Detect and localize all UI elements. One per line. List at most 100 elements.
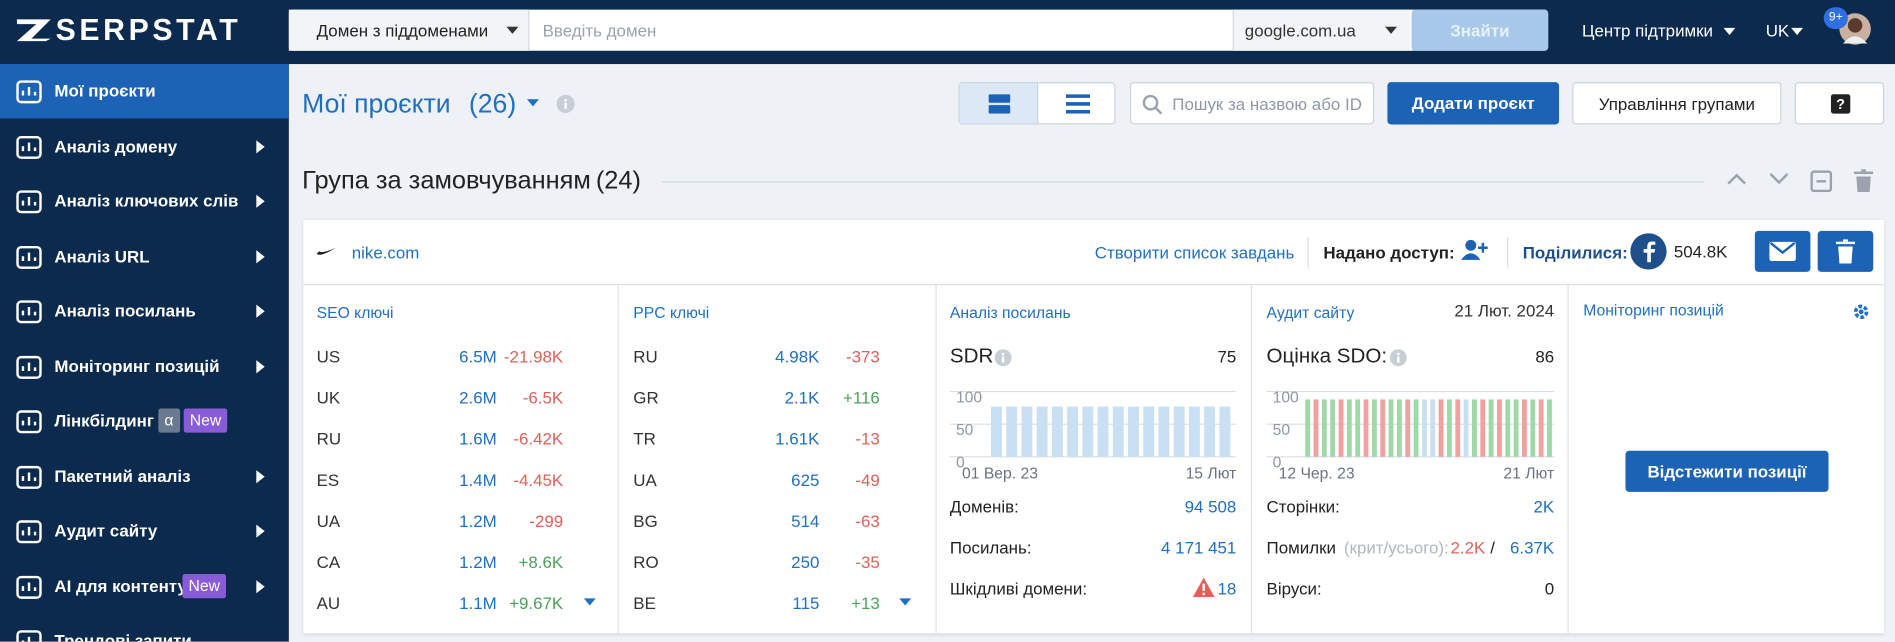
keyword-count[interactable]: 1.61K: [775, 429, 820, 449]
create-tasks-link[interactable]: Створити список завдань: [1094, 242, 1295, 263]
column-title[interactable]: Аудит сайту: [1266, 303, 1355, 322]
column-title[interactable]: SEO ключі: [316, 303, 394, 322]
delete-group[interactable]: [1853, 169, 1874, 193]
keyword-count[interactable]: 1.2M: [459, 552, 497, 572]
sep: [1307, 236, 1309, 269]
keyword-count[interactable]: 625: [791, 470, 820, 490]
keyword-delta: +116: [842, 387, 880, 408]
bar: [1530, 399, 1536, 457]
project-search[interactable]: Пошук за назвою або ID: [1129, 82, 1375, 125]
group-title: Група за замовчуванням: [302, 166, 591, 195]
sidebar-item[interactable]: AI для контенту New: [0, 559, 289, 613]
sidebar-arrow: [256, 304, 265, 318]
share-access[interactable]: [1461, 238, 1490, 262]
keyword-delta: -299: [529, 511, 564, 531]
sidebar-arrow: [256, 579, 265, 593]
bar: [1446, 399, 1452, 457]
cards-icon: [988, 94, 1011, 114]
country: CA: [316, 552, 341, 572]
delete-project-button[interactable]: [1817, 230, 1874, 272]
collapse-up[interactable]: [1727, 173, 1747, 185]
column-title[interactable]: Аналіз посилань: [949, 303, 1071, 322]
errors-critical[interactable]: 2.2K: [1450, 537, 1486, 558]
sidebar-item[interactable]: Аналіз ключових слів: [0, 174, 289, 228]
keyword-delta: -21.98K: [503, 346, 564, 367]
sidebar-label: Аналіз URL: [54, 245, 150, 266]
keyword-count[interactable]: 250: [791, 552, 820, 572]
keyword-delta: -6.5K: [522, 387, 564, 408]
keyword-count[interactable]: 4.98K: [775, 346, 820, 367]
keyword-count[interactable]: 115: [792, 593, 820, 613]
search-button[interactable]: Знайти: [1411, 9, 1549, 51]
bar: [1067, 406, 1079, 457]
track-positions-button[interactable]: Відстежити позиції: [1625, 450, 1829, 492]
collapse-down[interactable]: [1769, 173, 1789, 185]
keyword-delta: -49: [855, 470, 880, 490]
sidebar-label: Трендові запити: [54, 630, 192, 642]
stat-value[interactable]: 18: [1217, 578, 1237, 599]
sidebar-icon: [16, 80, 42, 104]
keyword-count[interactable]: 1.1M: [459, 593, 497, 613]
sidebar-item[interactable]: Моніторинг позицій: [0, 339, 289, 393]
email-button[interactable]: [1754, 230, 1811, 272]
keyword-count[interactable]: 1.4M: [459, 470, 497, 490]
errors-total[interactable]: 6.37K: [1509, 537, 1555, 558]
y-tick-label: 50: [1273, 422, 1291, 439]
view-cards[interactable]: [959, 83, 1039, 124]
stat-label: Посилань:: [949, 537, 1032, 558]
sidebar-item[interactable]: Аудит сайту: [0, 504, 289, 558]
sidebar-item[interactable]: Аналіз домену: [0, 119, 289, 173]
notification-badge[interactable]: 9+: [1823, 7, 1848, 30]
sidebar-item[interactable]: Лінкбілдинг α New: [0, 394, 289, 448]
keyword-delta: -35: [855, 552, 880, 572]
bar: [1346, 399, 1352, 457]
keyword-delta: -4.45K: [513, 470, 564, 490]
keyword-count[interactable]: 514: [791, 511, 820, 531]
sidebar-item[interactable]: Мої проєкти: [0, 64, 289, 119]
sidebar-icon: [16, 520, 42, 544]
stat-value[interactable]: 2K: [1533, 496, 1555, 517]
search-mode[interactable]: Домен з піддоменами: [288, 9, 530, 51]
bar: [1158, 406, 1170, 457]
keyword-count[interactable]: 2.6M: [459, 387, 497, 408]
bar: [1219, 406, 1231, 457]
language-menu[interactable]: UK: [1765, 20, 1790, 40]
bar: [1421, 399, 1427, 457]
stat-value[interactable]: 4 171 451: [1161, 537, 1237, 558]
stat-hint: (крит/усього):: [1343, 537, 1449, 558]
info-icon: [556, 94, 575, 113]
stat-label: Шкідливі домени:: [949, 578, 1088, 599]
y-tick-label: 100: [1273, 389, 1299, 406]
bar: [1188, 406, 1200, 457]
bar: [1305, 399, 1311, 457]
groups-button[interactable]: Управління групами: [1572, 82, 1782, 125]
keyword-count[interactable]: 1.2M: [459, 511, 497, 531]
sidebar-item[interactable]: Трендові запити: [0, 614, 289, 642]
keyword-count[interactable]: 6.5M: [459, 346, 497, 367]
column-title[interactable]: PPC ключі: [633, 303, 710, 322]
y-tick-label: 100: [956, 389, 982, 406]
stat-value[interactable]: 94 508: [1184, 496, 1237, 517]
sidebar-item[interactable]: Аналіз посилань: [0, 284, 289, 338]
settings-icon[interactable]: [1853, 303, 1870, 320]
search-bar: Домен з піддоменами Введіть домен google.c…: [288, 9, 1549, 51]
sidebar-label: Пакетний аналіз: [54, 465, 191, 486]
keyword-count[interactable]: 2.1K: [784, 387, 820, 408]
logo-mark: [16, 19, 51, 42]
support-menu[interactable]: Центр підтримки: [1581, 20, 1714, 40]
keyword-count[interactable]: 1.6M: [459, 429, 497, 449]
stat-label: Помилки: [1266, 537, 1336, 558]
column-divider: [1250, 284, 1253, 634]
sidebar-item[interactable]: Пакетний аналіз: [0, 449, 289, 503]
sidebar-item[interactable]: Аналіз URL: [0, 229, 289, 283]
keyword-delta: +8.6K: [518, 552, 564, 572]
country: RO: [633, 552, 659, 572]
help-button[interactable]: ?: [1794, 82, 1885, 125]
search-engine[interactable]: google.com.ua: [1232, 9, 1411, 51]
add-project-button[interactable]: Додати проєкт: [1387, 82, 1560, 125]
minimize[interactable]: [1810, 170, 1833, 193]
project-domain[interactable]: nike.com: [351, 242, 420, 263]
list-icon[interactable]: [1065, 94, 1091, 114]
search-input[interactable]: Введіть домен: [542, 20, 657, 40]
column-title[interactable]: Моніторинг позицій: [1583, 300, 1724, 320]
